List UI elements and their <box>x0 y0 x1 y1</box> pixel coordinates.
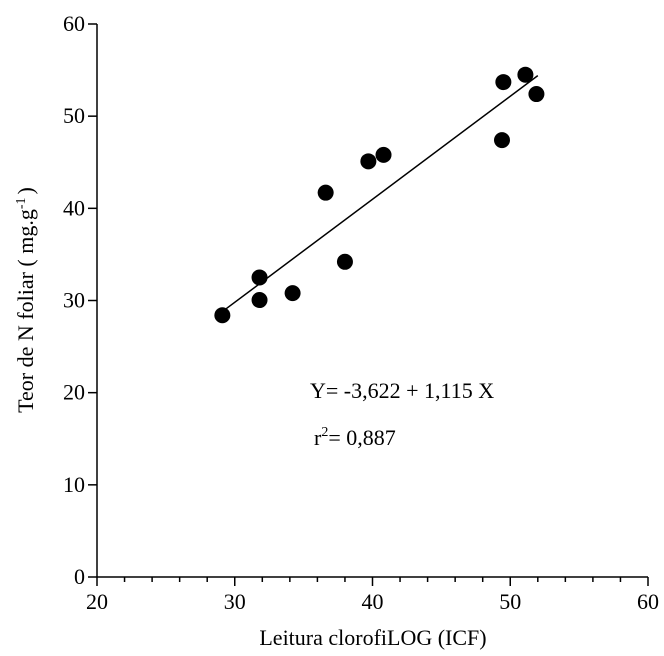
x-tick-label: 40 <box>362 589 384 614</box>
fit-line <box>221 75 539 313</box>
point <box>495 74 512 91</box>
y-tick-label: 0 <box>74 564 85 589</box>
point <box>375 146 392 163</box>
x-tick-label: 50 <box>499 589 521 614</box>
y-tick-label: 20 <box>63 380 85 405</box>
point <box>284 285 301 302</box>
y-axis-title-main: Teor de N foliar ( mg.g <box>13 209 38 413</box>
x-tick-label: 20 <box>86 589 108 614</box>
r-base: r <box>314 425 322 450</box>
y-axis-title: Teor de N foliar ( mg.g-1) <box>13 187 38 413</box>
y-tick-label: 50 <box>63 103 85 128</box>
r-sup: 2 <box>321 425 328 440</box>
point <box>493 132 510 149</box>
y-tick-label: 10 <box>63 472 85 497</box>
r-value: = 0,887 <box>328 425 395 450</box>
x-axis-title: Leitura clorofiLOG (ICF) <box>259 625 486 650</box>
y-axis-title-end: ) <box>13 187 38 194</box>
y-tick-label: 60 <box>63 11 85 36</box>
y-axis-title-sup: -1 <box>14 197 29 209</box>
point <box>251 292 268 309</box>
point <box>528 86 545 103</box>
point <box>317 184 334 201</box>
point <box>251 269 268 286</box>
y-tick-label: 40 <box>63 195 85 220</box>
y-tick-label: 30 <box>63 288 85 313</box>
point <box>336 253 353 270</box>
point <box>214 307 231 324</box>
x-tick-label: 60 <box>637 589 659 614</box>
point <box>360 153 377 170</box>
r-squared: r2= 0,887 <box>314 425 396 450</box>
equation: Y= -3,622 + 1,115 X <box>310 378 494 403</box>
x-tick-label: 30 <box>224 589 246 614</box>
point <box>517 66 534 83</box>
